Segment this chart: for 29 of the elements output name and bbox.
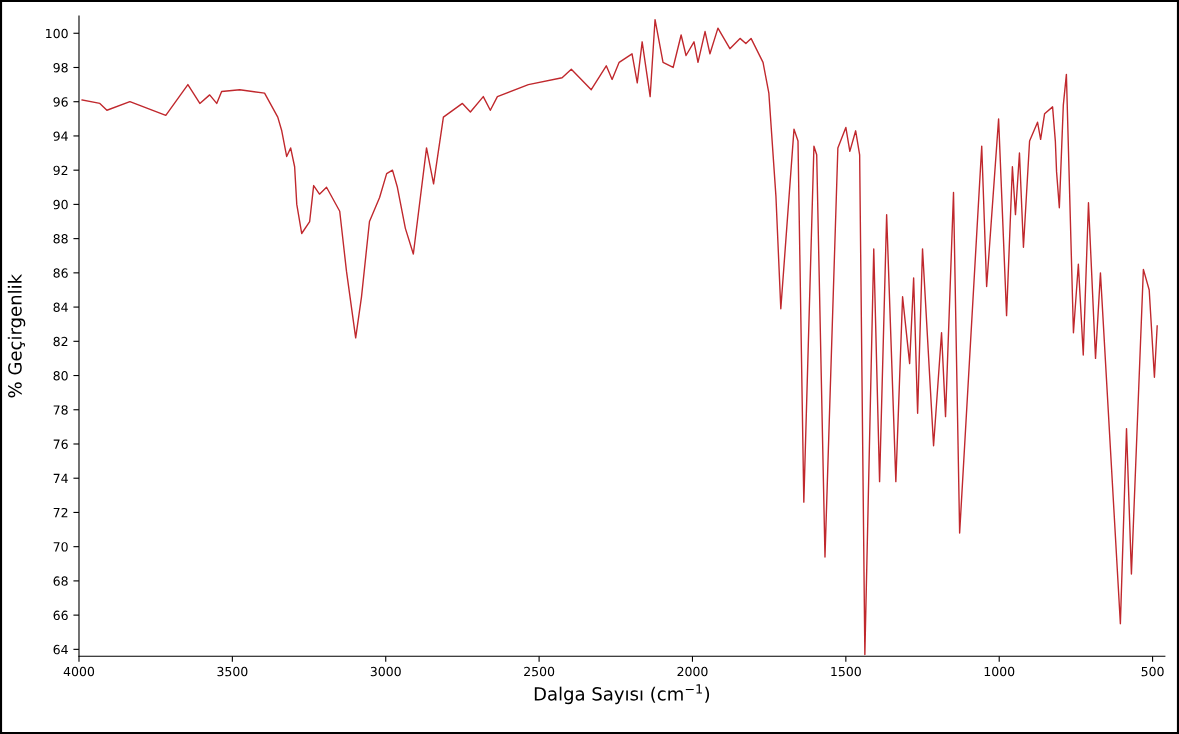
- x-tick-label: 2000: [677, 666, 708, 677]
- y-tick-label: 96: [53, 97, 68, 107]
- y-tick-label: 70: [53, 542, 68, 552]
- y-tick-label: 84: [53, 302, 68, 313]
- y-tick-label: 68: [53, 576, 68, 586]
- x-tick-label: 3000: [370, 666, 401, 677]
- y-tick-label: 80: [53, 371, 68, 381]
- x-tick-label: 2500: [524, 666, 555, 677]
- x-tick-label: 1000: [984, 666, 1015, 677]
- y-tick-label: 98: [53, 62, 68, 73]
- y-tick-label: 92: [53, 165, 68, 176]
- y-tick-label: 78: [53, 405, 68, 415]
- y-tick-label: 82: [53, 336, 68, 347]
- x-tick-label: 500: [1141, 666, 1164, 677]
- y-axis-title: % Geçirgenlik: [7, 273, 26, 398]
- y-tick-label: 66: [53, 610, 68, 621]
- y-tick-label: 72: [53, 507, 68, 518]
- y-tick-label: 94: [53, 131, 68, 141]
- y-tick-label: 90: [53, 199, 68, 210]
- y-tick-label: 74: [53, 473, 68, 483]
- y-tick-label: 64: [53, 644, 68, 655]
- x-tick-label: 3500: [217, 666, 248, 677]
- y-tick-label: 86: [53, 268, 68, 278]
- x-axis-title: Dalga Sayısı (cm$^{−1}$): [534, 684, 710, 705]
- y-tick-label: 76: [53, 439, 68, 449]
- x-tick-label: 1500: [831, 666, 861, 677]
- x-tick-label: 4000: [63, 666, 95, 677]
- y-tick-label: 100: [46, 28, 68, 39]
- y-tick-label: 88: [53, 234, 68, 244]
